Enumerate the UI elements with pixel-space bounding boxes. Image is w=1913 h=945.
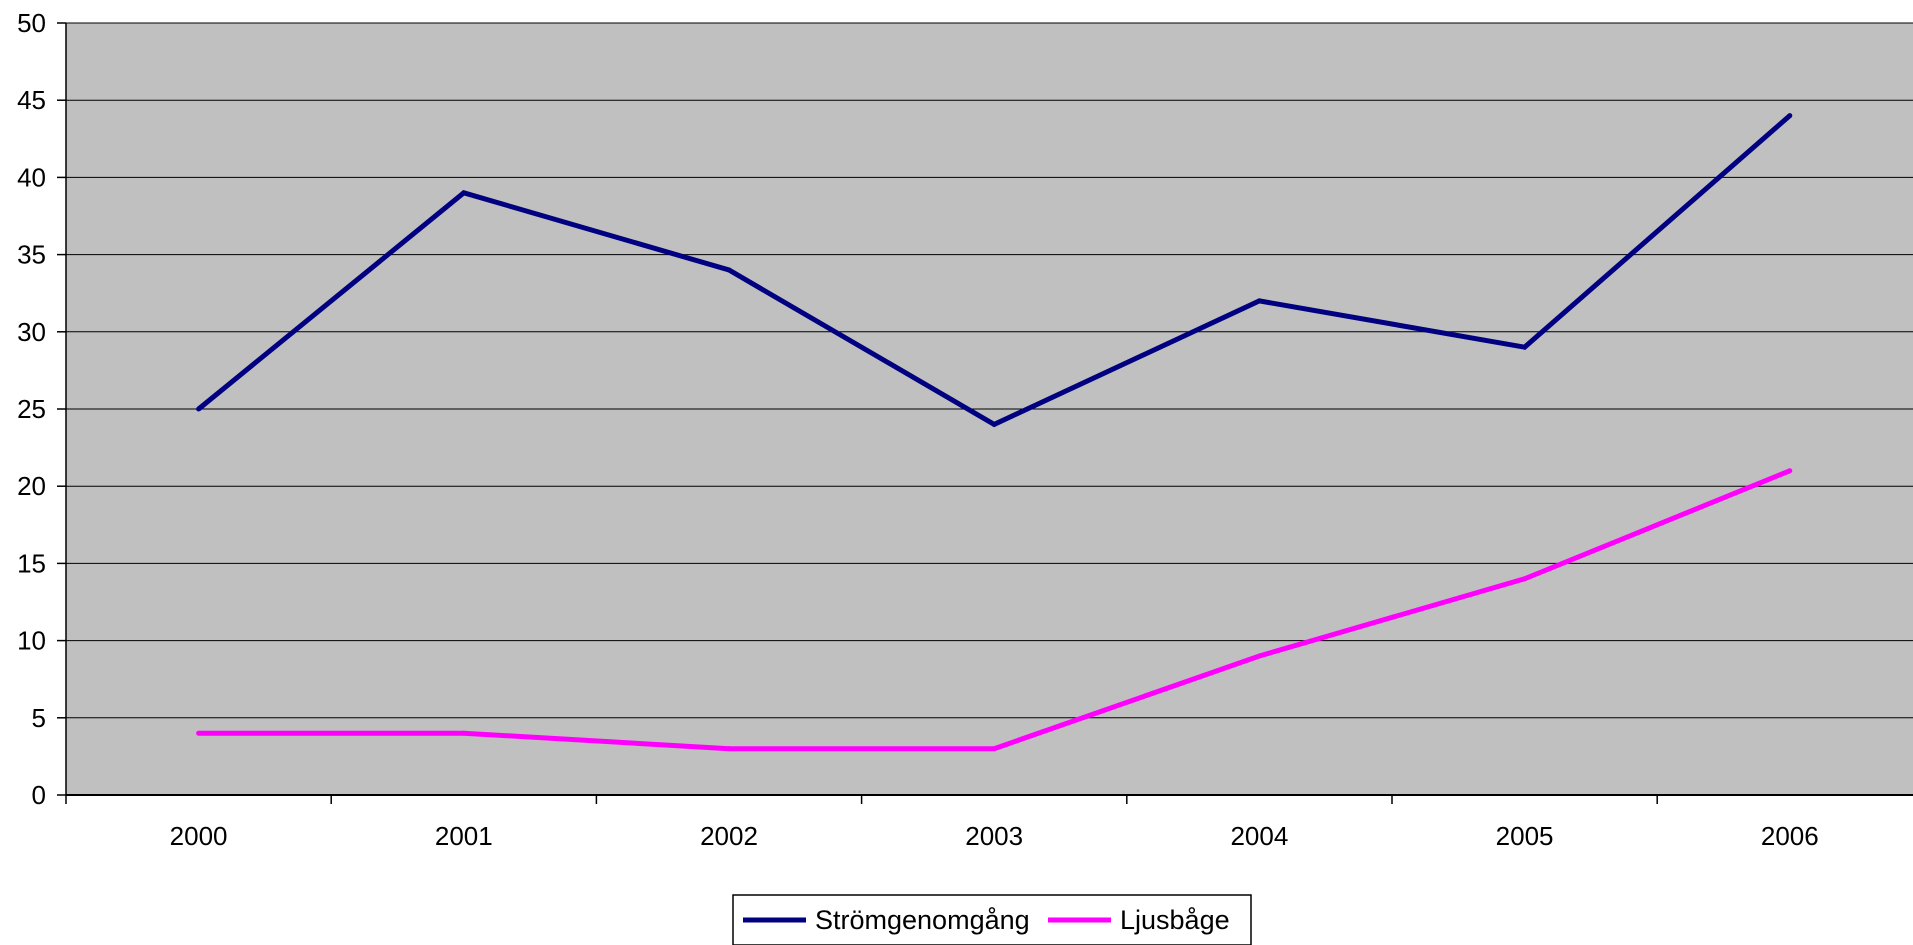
y-axis-tick-labels: 0 5 10 15 20 25 30 35 40 45 50 [17,8,46,810]
data-point-series-0-2005 [1522,344,1528,350]
legend-label-series-1: Ljusbåge [1120,905,1230,935]
data-point-series-1-2002 [726,746,732,752]
x-tick-label: 2003 [965,821,1023,851]
legend: Strömgenomgång Ljusbåge [732,894,1252,945]
y-tick-label: 5 [32,703,46,733]
y-tick-label: 0 [32,780,46,810]
legend-label-series-0: Strömgenomgång [815,905,1030,935]
y-tick-label: 45 [17,85,46,115]
data-point-series-0-2004 [1256,298,1262,304]
y-tick-label: 30 [17,317,46,347]
data-point-series-1-2004 [1256,653,1262,659]
data-point-series-1-2000 [196,730,202,736]
data-point-series-0-2000 [196,406,202,412]
y-tick-label: 50 [17,8,46,38]
data-point-series-1-2003 [991,746,997,752]
y-tick-label: 25 [17,394,46,424]
data-point-series-1-2001 [461,730,467,736]
legend-box [732,894,1252,945]
x-tick-label: 2006 [1761,821,1819,851]
x-tick-label: 2005 [1496,821,1554,851]
data-point-series-1-2006 [1787,468,1793,474]
y-tick-label: 40 [17,162,46,192]
x-tick-label: 2004 [1230,821,1288,851]
data-point-series-0-2002 [726,267,732,273]
y-tick-label: 10 [17,626,46,656]
x-tick-label: 2001 [435,821,493,851]
x-tick-label: 2002 [700,821,758,851]
y-tick-label: 35 [17,240,46,270]
data-point-series-0-2006 [1787,113,1793,119]
x-tick-label: 2000 [170,821,228,851]
y-tick-label: 20 [17,471,46,501]
data-point-series-1-2005 [1522,576,1528,582]
gridlines [66,22,1913,719]
axes [57,22,1913,804]
x-axis-tick-labels: 2000 2001 2002 2003 2004 2005 2006 [170,821,1819,851]
data-point-series-0-2001 [461,190,467,196]
series-lines [196,113,1793,752]
y-tick-label: 15 [17,548,46,578]
data-point-series-0-2003 [991,421,997,427]
